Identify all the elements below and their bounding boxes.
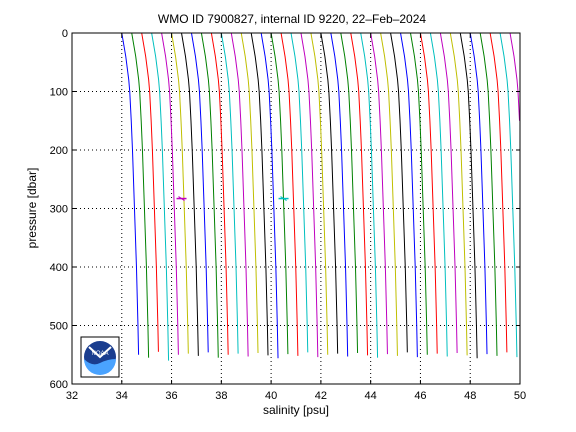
profile-line [370,32,388,355]
profile-line [270,32,289,355]
y-tick-label: 200 [50,145,68,157]
y-tick-label: 500 [50,321,68,333]
marker-tick [178,196,185,201]
x-tick-label: 42 [315,390,327,402]
profile-line [390,32,408,353]
profile-line [141,32,159,352]
y-axis-label: pressure [dbar] [25,168,39,249]
profile-line [330,32,349,357]
noaa-logo: NOAA [80,336,120,378]
x-tick-label: 32 [66,390,78,402]
profile-line [161,32,179,355]
svg-text:NOAA: NOAA [91,351,108,357]
profile-line [131,32,150,358]
profile-line [310,32,329,355]
x-ticks: 32 34 36 38 40 42 44 46 48 50 [66,33,526,402]
x-tick-label: 46 [414,390,426,402]
profile-line [509,32,520,121]
profile-line [250,32,269,356]
profile-line [320,32,339,354]
x-tick-label: 38 [215,390,227,402]
y-ticks: 0 100 200 300 400 500 600 [50,28,520,391]
profile-line [181,32,199,356]
profile-line [360,32,379,358]
marker-tick [280,196,287,201]
x-tick-label: 48 [464,390,476,402]
y-tick-label: 0 [62,28,68,40]
y-tick-label: 100 [50,87,68,99]
profile-line [400,32,418,358]
profile-line [260,32,279,359]
x-tick-label: 50 [514,390,526,402]
profile-line [220,32,239,354]
y-tick-label: 600 [50,379,68,391]
profile-line [469,32,488,355]
x-tick-label: 36 [165,390,177,402]
profile-line [439,32,458,354]
profile-line [479,32,498,356]
profile-line [350,32,369,356]
profile-line [190,32,209,353]
profile-line [429,32,448,357]
profile-line [151,32,170,361]
profile-line [419,32,438,354]
x-tick-label: 44 [365,390,377,402]
profile-line [409,32,428,355]
profile-line [300,32,319,358]
profile-line [200,32,219,358]
profile-line [121,32,140,355]
chart-title: WMO ID 7900827, internal ID 9220, 22–Feb… [158,12,426,26]
profile-line [210,32,229,355]
profile-line [290,32,309,353]
profile-line [499,32,518,358]
markers [176,196,289,201]
profile-line [459,32,478,359]
profile-line [230,32,249,357]
x-tick-label: 34 [116,390,128,402]
y-tick-label: 300 [50,204,68,216]
y-tick-label: 400 [50,262,68,274]
x-tick-label: 40 [265,390,277,402]
profile-line [489,32,508,353]
profile-line [280,32,299,356]
x-axis-label: salinity [psu] [263,403,329,417]
profile-line [240,32,259,354]
profile-line [171,32,189,354]
profile-line [449,32,468,356]
profiles [121,32,520,361]
profile-line [340,32,359,354]
profile-line [380,32,398,356]
